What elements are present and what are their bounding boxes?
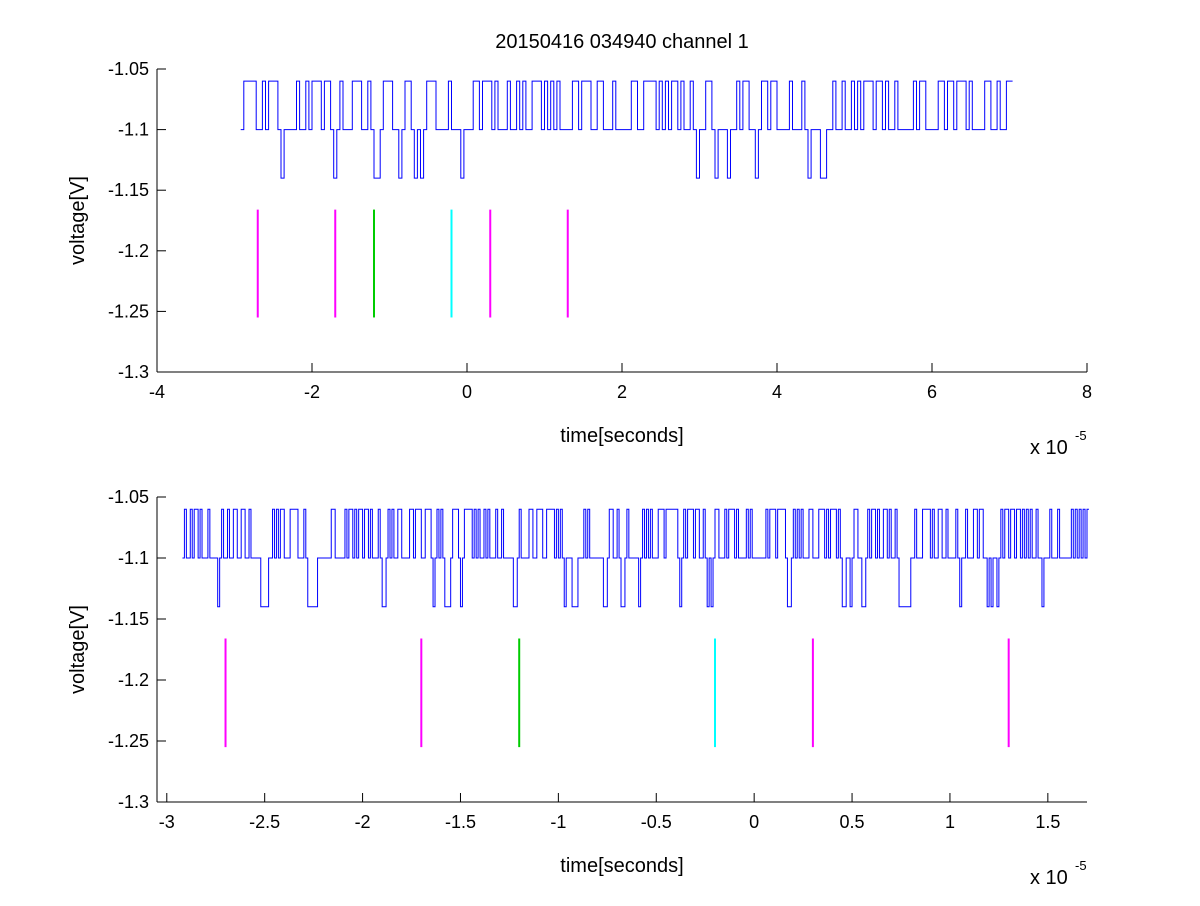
x-tick-label: 0 (749, 812, 759, 832)
x-tick-label: 0 (462, 382, 472, 402)
plot-top: 20150416 034940 channel 1 -4 -2 0 2 4 6 8 -1.05 -… (67, 31, 1092, 459)
y-axis-label: voltage[V] (67, 605, 89, 694)
x-multiplier-exponent: -5 (1075, 428, 1087, 443)
x-tick-label: 1.5 (1035, 812, 1060, 832)
y-tick-label: -1.3 (118, 362, 149, 382)
x-tick-label: 8 (1082, 382, 1092, 402)
x-tick-label: 6 (927, 382, 937, 402)
y-tick-label: -1.1 (118, 120, 149, 140)
x-tick-label: 0.5 (840, 812, 865, 832)
signal-trace (240, 80, 1013, 179)
x-axis-label: time[seconds] (560, 855, 683, 877)
x-tick-label: 4 (772, 382, 782, 402)
x-tick-label: -0.5 (641, 812, 672, 832)
x-axis-label: time[seconds] (560, 425, 683, 447)
x-tick-label: -4 (149, 382, 165, 402)
x-tick-label: -2 (355, 812, 371, 832)
y-axis-label: voltage[V] (67, 176, 89, 265)
x-tick-label: -2 (304, 382, 320, 402)
y-tick-label: -1.15 (108, 180, 149, 200)
signal-trace (182, 508, 1089, 608)
x-tick-label: -3 (159, 812, 175, 832)
plot-bottom: -3 -2.5 -2 -1.5 -1 -0.5 0 0.5 1 1.5 -1.05 -1.1 -1.15… (67, 487, 1089, 889)
y-tick-label: -1.15 (108, 609, 149, 629)
y-tick-label: -1.25 (108, 731, 149, 751)
x-tick-label: -1 (550, 812, 566, 832)
y-tick-label: -1.25 (108, 301, 149, 321)
x-multiplier-label: x 10 (1030, 867, 1068, 889)
chart-title: 20150416 034940 channel 1 (495, 31, 749, 53)
y-tick-label: -1.05 (108, 59, 149, 79)
y-tick-label: -1.05 (108, 487, 149, 507)
y-tick-label: -1.3 (118, 792, 149, 812)
x-tick-label: 2 (617, 382, 627, 402)
x-tick-label: -1.5 (445, 812, 476, 832)
x-multiplier-exponent: -5 (1075, 858, 1087, 873)
y-tick-label: -1.1 (118, 548, 149, 568)
x-multiplier-label: x 10 (1030, 437, 1068, 459)
x-tick-label: -2.5 (249, 812, 280, 832)
y-tick-label: -1.2 (118, 670, 149, 690)
x-tick-label: 1 (945, 812, 955, 832)
y-tick-label: -1.2 (118, 241, 149, 261)
